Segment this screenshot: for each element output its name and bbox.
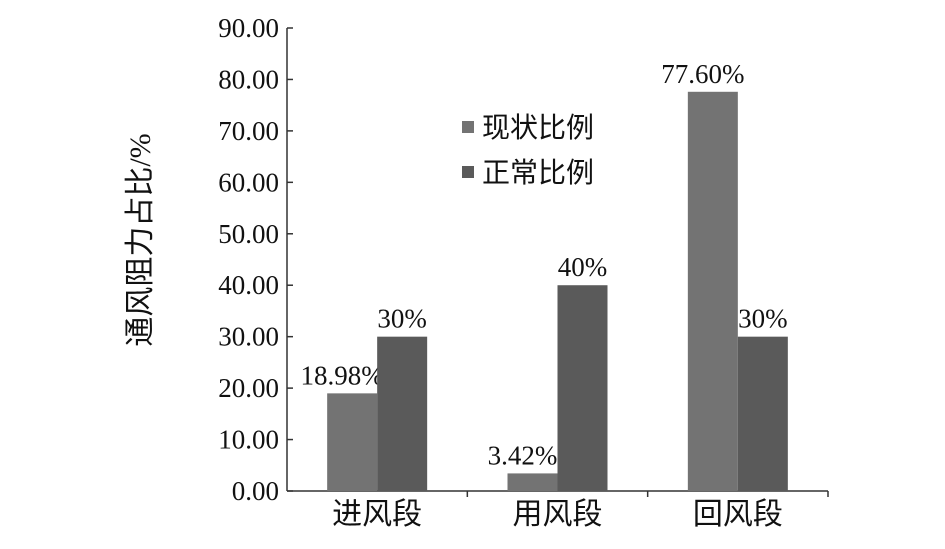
bar xyxy=(507,473,558,491)
legend-label: 正常比例 xyxy=(482,157,594,189)
bar xyxy=(377,336,428,491)
y-tick-label: 30.00 xyxy=(218,322,279,352)
bar xyxy=(687,91,738,492)
y-tick-label: 20.00 xyxy=(218,373,279,403)
x-tick-label: 进风段 xyxy=(332,498,422,531)
bar xyxy=(327,393,378,491)
value-label: 30% xyxy=(377,304,427,334)
y-axis-label: 通风阻力占比/% xyxy=(124,133,157,346)
y-tick-label: 40.00 xyxy=(218,270,279,300)
y-tick-label: 70.00 xyxy=(218,116,279,146)
bar xyxy=(737,336,788,491)
value-label: 40% xyxy=(558,252,608,282)
value-label: 30% xyxy=(738,304,788,334)
legend-swatch xyxy=(462,121,474,133)
y-tick-label: 80.00 xyxy=(218,64,279,94)
value-label: 18.98% xyxy=(301,360,384,390)
y-tick-label: 50.00 xyxy=(218,219,279,249)
x-tick-label: 用风段 xyxy=(513,498,603,531)
legend-swatch xyxy=(462,166,474,178)
bar xyxy=(557,285,608,491)
y-tick-label: 10.00 xyxy=(218,425,279,455)
y-tick-label: 90.00 xyxy=(218,13,279,43)
legend-label: 现状比例 xyxy=(482,112,594,144)
value-label: 77.60% xyxy=(661,59,744,89)
value-label: 3.42% xyxy=(488,440,558,470)
y-tick-label: 0.00 xyxy=(232,476,279,506)
x-tick-label: 回风段 xyxy=(693,498,783,531)
y-tick-label: 60.00 xyxy=(218,167,279,197)
